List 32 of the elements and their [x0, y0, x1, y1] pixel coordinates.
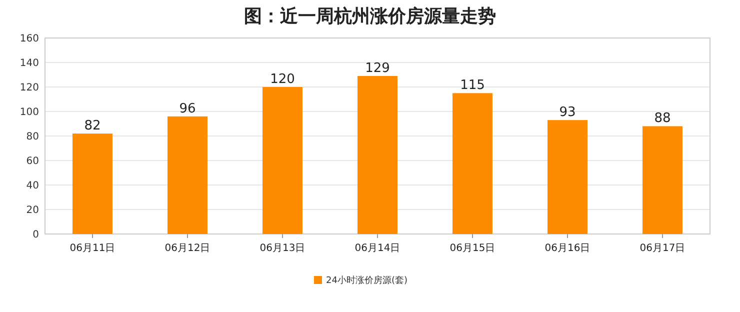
- bar: [168, 116, 208, 234]
- bar: [452, 93, 492, 234]
- bar: [548, 120, 588, 234]
- y-tick-label: 0: [32, 230, 39, 240]
- data-label: 115: [460, 78, 485, 94]
- x-tick-label: 06月16日: [544, 243, 590, 254]
- y-tick-label: 20: [26, 205, 39, 216]
- y-tick-label: 80: [26, 132, 39, 142]
- y-tick-label: 60: [26, 156, 39, 167]
- data-label: 96: [179, 101, 196, 116]
- bar: [642, 126, 682, 234]
- x-tick-label: 06月17日: [640, 243, 686, 254]
- data-label: 88: [654, 111, 671, 126]
- chart-title: 图：近一周杭州涨价房源量走势: [244, 6, 496, 27]
- data-label: 93: [559, 105, 576, 120]
- data-label: 129: [365, 60, 390, 76]
- bar: [262, 87, 302, 234]
- x-tick-label: 06月15日: [450, 243, 496, 254]
- y-tick-label: 40: [26, 180, 39, 192]
- y-tick-label: 120: [20, 82, 39, 94]
- data-label: 120: [270, 72, 295, 87]
- data-label: 82: [84, 118, 101, 134]
- legend-label: 24小时涨价房源(套): [326, 275, 408, 286]
- y-tick-label: 160: [20, 34, 39, 44]
- x-tick-label: 06月11日: [70, 243, 116, 254]
- x-tick-label: 06月13日: [260, 243, 306, 254]
- y-tick-label: 140: [20, 58, 39, 69]
- bar: [72, 134, 112, 234]
- x-tick-label: 06月12日: [164, 243, 210, 254]
- x-tick-label: 06月14日: [354, 243, 400, 254]
- y-tick-label: 100: [20, 107, 39, 118]
- bar: [358, 76, 398, 234]
